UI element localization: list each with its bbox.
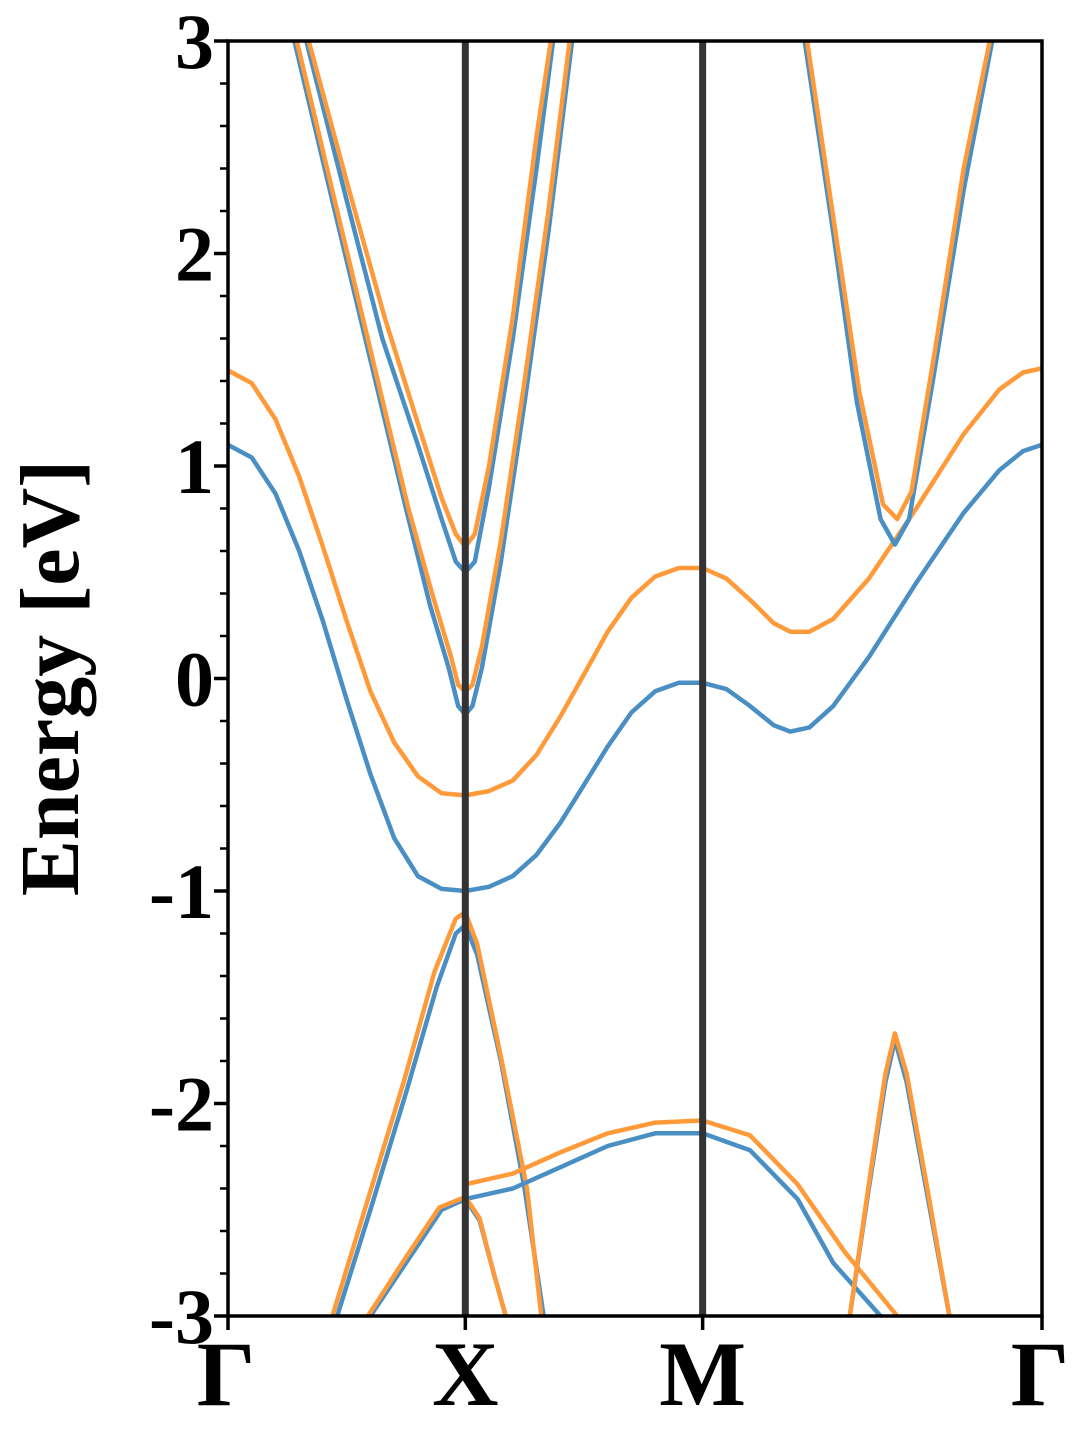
- y-tick-label: 2: [175, 211, 214, 298]
- y-tick-label: -3: [149, 1273, 214, 1360]
- y-tick-label: 3: [175, 0, 214, 85]
- plot-frame: [226, 39, 1044, 1318]
- band-orange-5: [306, 41, 554, 549]
- y-tick-label: 0: [175, 636, 214, 723]
- y-tick-label: -1: [149, 848, 214, 935]
- band-orange-9: [330, 910, 544, 1316]
- band-blue-12: [368, 1196, 508, 1316]
- band-blue-10: [463, 1131, 883, 1316]
- y-tick-label: -2: [149, 1061, 214, 1148]
- band-orange-13: [365, 1194, 508, 1316]
- band-blue-4: [304, 41, 556, 575]
- band-orange-1: [228, 366, 1042, 798]
- kpoint-label: Γ: [1011, 1323, 1070, 1425]
- band-blue-2: [292, 41, 575, 717]
- band-lines: [228, 41, 1042, 1316]
- band-orange-7: [804, 41, 993, 522]
- band-orange-15: [847, 1031, 952, 1316]
- y-tick-label: 1: [175, 423, 214, 510]
- band-orange-3: [294, 41, 572, 694]
- kpoint-label: Γ: [197, 1323, 256, 1425]
- y-axis-label: Energy [eV]: [4, 460, 97, 896]
- kpoint-label: X: [432, 1323, 498, 1425]
- band-blue-0: [228, 442, 1042, 894]
- kpoint-lines: [461, 41, 707, 1316]
- y-axis-ticks: 3 2 1 0 -1 -2 -3: [149, 0, 228, 1360]
- kpoint-label: M: [659, 1323, 746, 1425]
- band-orange-11: [463, 1118, 900, 1316]
- band-blue-6: [802, 41, 995, 547]
